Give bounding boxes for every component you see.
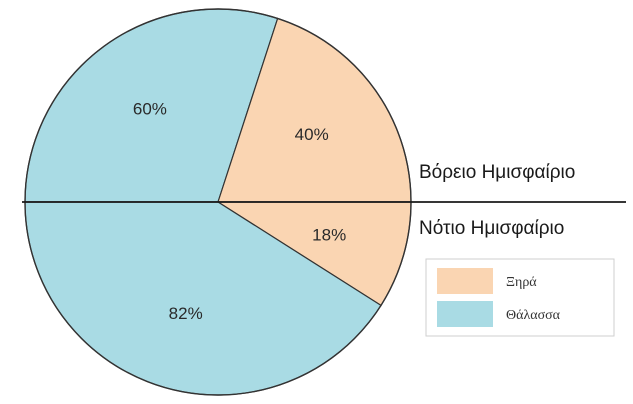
legend-label-land: Ξηρά (506, 275, 537, 290)
legend: Ξηρά Θάλασσα (425, 258, 615, 337)
pct-label-top-sea: 60% (133, 99, 167, 118)
pct-label-bottom-land: 18% (312, 225, 346, 244)
north-hemisphere-label: Βόρειο Ημισφαίριο (419, 162, 575, 183)
pct-label-bottom-sea: 82% (169, 304, 203, 323)
legend-swatch-land (437, 268, 493, 294)
legend-swatch-sea (437, 301, 493, 327)
pie-slices (24, 8, 412, 396)
south-hemisphere-label: Νότιο Ημισφαίριο (419, 218, 564, 239)
legend-label-sea: Θάλασσα (506, 308, 561, 323)
pct-label-top-land: 40% (295, 125, 329, 144)
percentage-labels: 60% 40% 18% 82% (133, 99, 346, 323)
